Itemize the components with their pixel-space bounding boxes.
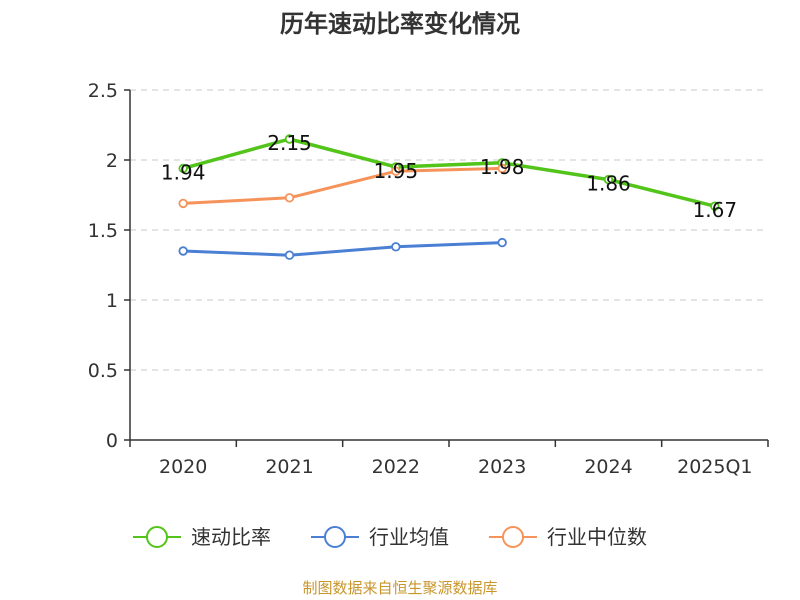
- data-labels: 1.94 2.15 1.95 1.98 1.86 1.67: [161, 131, 737, 222]
- y-tick-label: 0: [106, 430, 118, 452]
- data-point: [497, 163, 507, 174]
- data-point: [284, 134, 295, 144]
- data-point: [710, 201, 720, 211]
- legend-swatch-marker: [502, 526, 524, 548]
- data-point: [178, 198, 188, 209]
- series-line-3: [181, 166, 504, 205]
- data-point: [391, 242, 401, 252]
- y-tick-label: 1: [106, 290, 118, 312]
- y-tick-label: 2.5: [88, 80, 118, 102]
- data-label: 1.95: [374, 159, 419, 183]
- data-label: 1.94: [161, 160, 206, 184]
- legend-label: 速动比率: [191, 525, 271, 549]
- legend-swatch-marker: [324, 526, 346, 548]
- x-tick-label: 2025Q1: [677, 456, 752, 478]
- series: [178, 134, 720, 260]
- data-label: 2.15: [267, 131, 312, 155]
- legend-label: 行业均值: [369, 525, 449, 549]
- legend-item-1[interactable]: 速动比率: [133, 525, 271, 549]
- chart-title: 历年速动比率变化情况: [280, 10, 520, 38]
- data-point: [391, 166, 401, 176]
- legend-item-2[interactable]: 行业均值: [311, 525, 449, 549]
- data-point: [603, 174, 614, 185]
- series-line-2: [181, 241, 504, 257]
- data-label: 1.67: [693, 198, 738, 222]
- y-tick-label: 1.5: [88, 220, 118, 242]
- grid: [130, 89, 768, 371]
- legend[interactable]: 速动比率 行业均值 行业中位数: [133, 525, 647, 549]
- data-label: 1.98: [480, 155, 525, 179]
- x-tick-label: 2024: [584, 456, 632, 478]
- x-tick-label: 2020: [159, 456, 207, 478]
- data-point: [178, 163, 188, 174]
- axes: 0 0.5 1 1.5 2 2.5 2020 2021 2022 2023 2024 2025Q1: [88, 80, 769, 478]
- x-tick-label: 2023: [478, 456, 526, 478]
- data-point: [178, 246, 188, 256]
- series-line-1: [181, 137, 717, 208]
- source-note: 制图数据来自恒生聚源数据库: [302, 579, 497, 597]
- legend-item-3[interactable]: 行业中位数: [489, 525, 647, 549]
- legend-label: 行业中位数: [547, 525, 647, 549]
- legend-swatch-marker: [146, 526, 168, 548]
- data-point: [284, 250, 295, 260]
- y-tick-label: 2: [106, 150, 118, 172]
- y-tick-label: 0.5: [88, 360, 118, 382]
- data-point: [284, 193, 295, 203]
- x-tick-label: 2022: [372, 456, 420, 478]
- data-point: [497, 237, 507, 248]
- data-label: 1.86: [586, 172, 631, 196]
- x-tick-label: 2021: [265, 456, 313, 478]
